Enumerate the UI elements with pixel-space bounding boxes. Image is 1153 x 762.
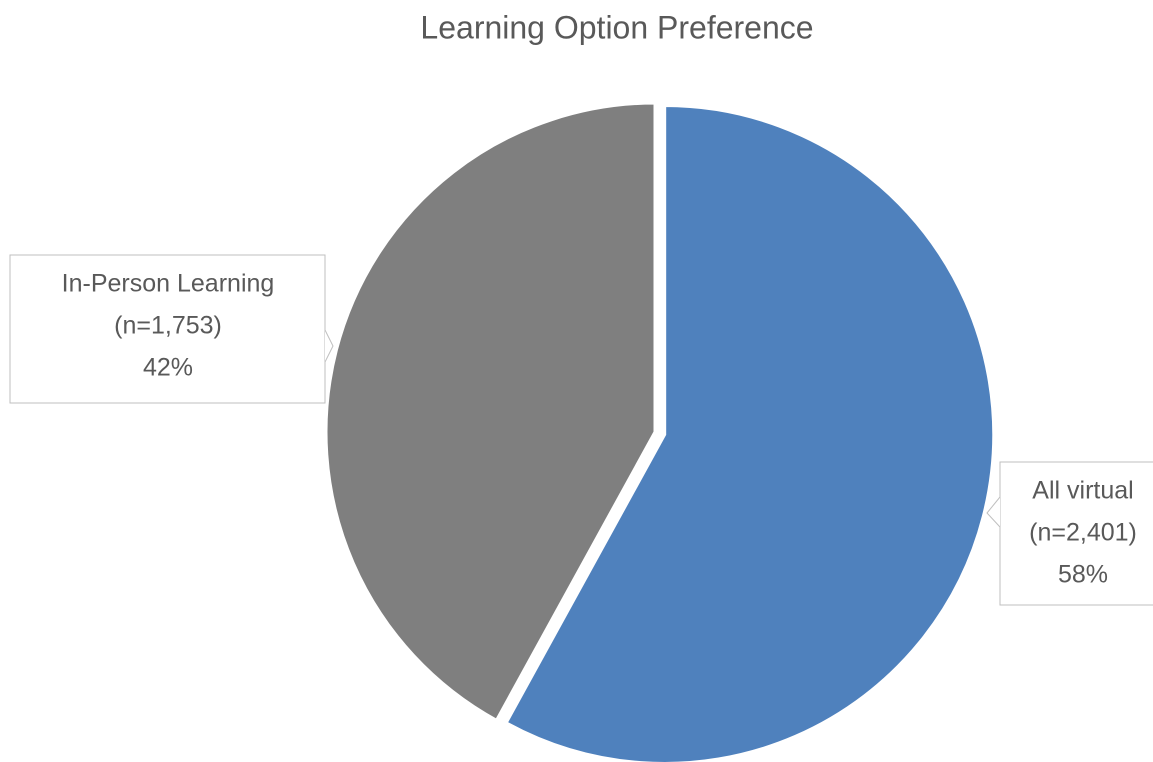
label-pointer bbox=[986, 496, 1001, 528]
slice-count: (n=2,401) bbox=[1029, 519, 1137, 547]
pie-slice bbox=[504, 103, 996, 762]
label-pointer bbox=[324, 329, 334, 363]
slice-count: (n=1,753) bbox=[114, 312, 222, 340]
label-box bbox=[9, 254, 326, 404]
slice-label: All virtual bbox=[1032, 477, 1133, 505]
slice-value: 58% bbox=[1058, 561, 1108, 589]
chart-title: Learning Option Preference bbox=[420, 9, 813, 45]
slice-value: 42% bbox=[143, 354, 193, 382]
label-box bbox=[999, 461, 1153, 606]
pie-slice bbox=[324, 101, 657, 723]
slice-label: In-Person Learning bbox=[62, 270, 275, 298]
